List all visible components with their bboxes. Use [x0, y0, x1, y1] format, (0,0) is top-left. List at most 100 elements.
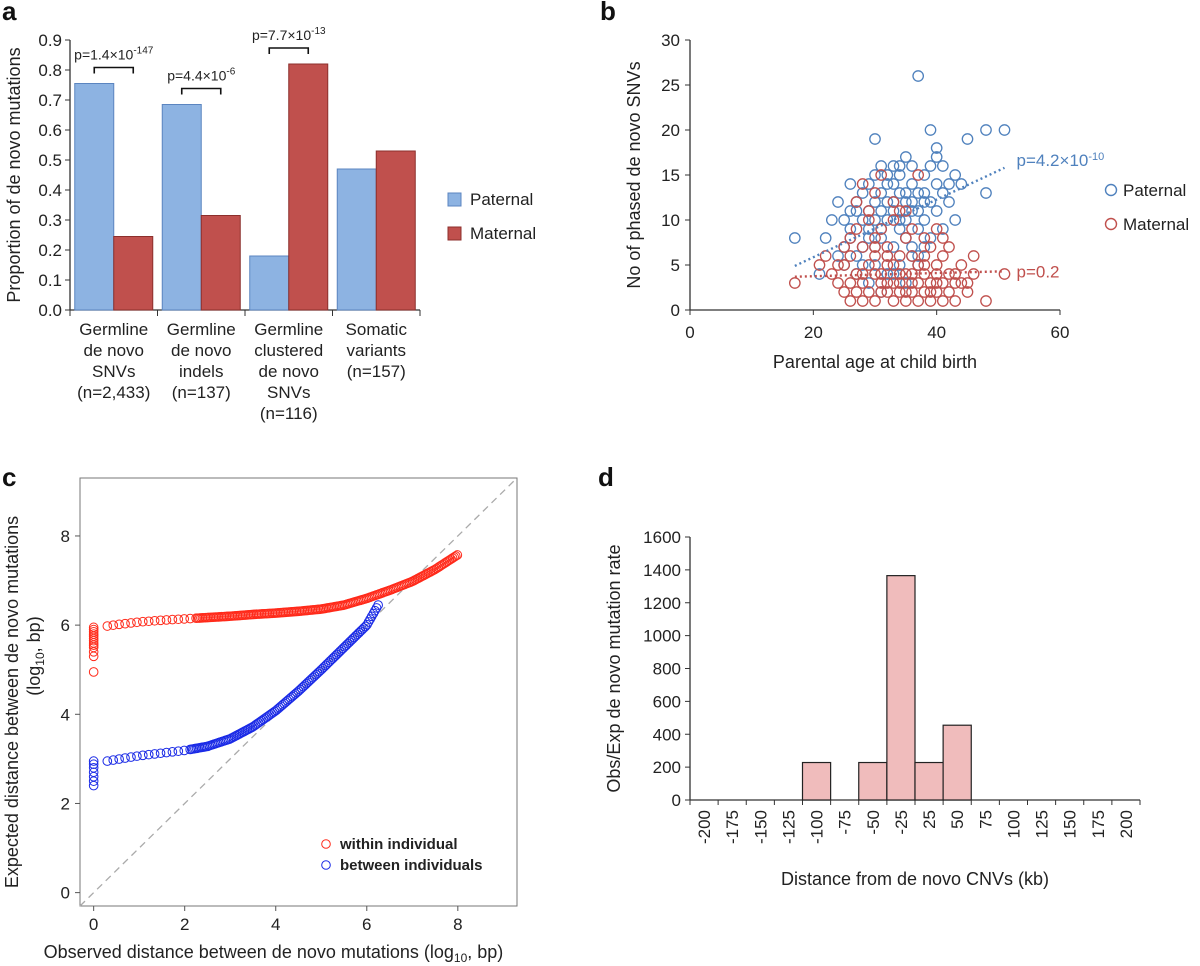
point-maternal	[832, 259, 844, 271]
point-maternal	[906, 277, 918, 289]
point-maternal	[862, 205, 875, 217]
point-maternal	[862, 286, 875, 298]
point-within	[143, 616, 154, 627]
y-tick-label: 0.2	[38, 241, 62, 260]
point-within	[447, 553, 458, 563]
x-tick-label: -150	[751, 810, 770, 844]
x-tick-label: -100	[808, 810, 827, 844]
point-maternal	[918, 268, 931, 280]
point-maternal	[850, 286, 863, 298]
point-paternal	[912, 223, 925, 235]
y-tick-label: 0.0	[38, 301, 62, 320]
point-maternal	[838, 241, 851, 253]
point-maternal	[850, 196, 863, 208]
point-maternal	[856, 178, 869, 190]
point-between	[368, 608, 379, 619]
point-within	[88, 627, 99, 637]
point-maternal	[930, 259, 943, 271]
legend-label: Maternal	[470, 224, 536, 243]
y-axis-title-line2-sub: 10	[33, 652, 47, 666]
bar-paternal	[74, 83, 115, 311]
y-axis-title: Obs/Exp de novo mutation rate	[604, 544, 624, 792]
point-paternal	[943, 196, 955, 208]
x-axis-title-tail: , bp)	[467, 942, 503, 962]
y-tick-label: 1000	[643, 627, 681, 646]
y-axis-title-line2: (log10, bp)	[24, 616, 47, 695]
point-within	[149, 615, 160, 626]
bar-paternal	[336, 168, 377, 311]
y-axis-title-line1: Expected distance between de novo mutati…	[2, 516, 22, 888]
point-paternal	[813, 268, 826, 280]
point-paternal	[862, 232, 875, 244]
y-tick-label: 0	[61, 884, 70, 903]
y-tick-label: 10	[661, 211, 680, 230]
legend-label: Paternal	[1123, 181, 1186, 200]
point-paternal	[899, 277, 912, 289]
point-between	[249, 721, 259, 731]
point-maternal	[918, 250, 931, 262]
x-axis-title: Parental age at child birth	[773, 352, 977, 372]
point-between	[167, 747, 178, 757]
x-axis-title-sub: 10	[454, 951, 468, 965]
bar-maternal	[375, 150, 416, 311]
point-paternal	[893, 223, 906, 235]
legend-marker	[1104, 183, 1118, 197]
point-maternal	[936, 295, 949, 307]
point-between	[161, 747, 172, 758]
point-maternal	[862, 259, 875, 271]
point-maternal	[912, 295, 925, 307]
point-paternal	[788, 232, 801, 244]
x-tick-label: 25	[920, 810, 939, 829]
point-paternal	[955, 178, 968, 190]
point-maternal	[813, 259, 826, 271]
point-paternal	[875, 205, 888, 217]
point-paternal	[856, 187, 869, 199]
category-label: Germline	[167, 320, 236, 339]
point-within	[88, 622, 99, 633]
y-tick-label: 6	[61, 616, 70, 635]
point-maternal	[869, 250, 881, 262]
category-label: (n=157)	[347, 362, 406, 381]
point-paternal	[887, 178, 900, 190]
y-tick-label: 25	[661, 76, 680, 95]
y-tick-label: 1600	[643, 528, 681, 547]
point-within	[167, 614, 178, 625]
point-paternal	[881, 169, 894, 181]
plot-frame	[79, 477, 518, 907]
point-between	[261, 712, 272, 722]
point-paternal	[930, 151, 943, 163]
point-paternal	[936, 160, 949, 172]
trend-p-label-base: p=4.2×10	[1017, 151, 1089, 170]
point-within	[452, 550, 463, 560]
point-maternal	[869, 241, 881, 253]
point-between	[143, 749, 154, 760]
point-between	[359, 623, 369, 633]
point-between	[108, 755, 119, 765]
category-label: Germline	[79, 320, 148, 339]
point-maternal	[869, 232, 881, 244]
legend-label: Maternal	[1123, 215, 1189, 234]
category-label: de novo	[259, 362, 320, 381]
category-label: clustered	[254, 341, 323, 360]
point-maternal	[844, 250, 857, 262]
point-maternal	[918, 259, 931, 271]
y-axis-title-line2-tail: , bp)	[24, 616, 44, 652]
point-paternal	[881, 178, 894, 190]
point-between	[179, 745, 190, 756]
point-maternal	[955, 277, 968, 289]
x-tick-label: 100	[1004, 810, 1023, 838]
point-between	[252, 719, 262, 729]
point-between	[120, 753, 130, 763]
y-tick-label: 0.3	[38, 211, 62, 230]
point-maternal	[943, 241, 955, 253]
category-label: (n=2,433)	[77, 383, 150, 402]
point-paternal	[862, 277, 875, 289]
bar	[942, 724, 972, 801]
x-tick-label: 125	[1033, 810, 1052, 838]
y-tick-label: 1200	[643, 594, 681, 613]
point-paternal	[844, 223, 857, 235]
bar-paternal	[249, 255, 290, 311]
point-paternal	[838, 214, 851, 226]
x-tick-label: 4	[271, 915, 280, 934]
bar	[858, 761, 888, 801]
